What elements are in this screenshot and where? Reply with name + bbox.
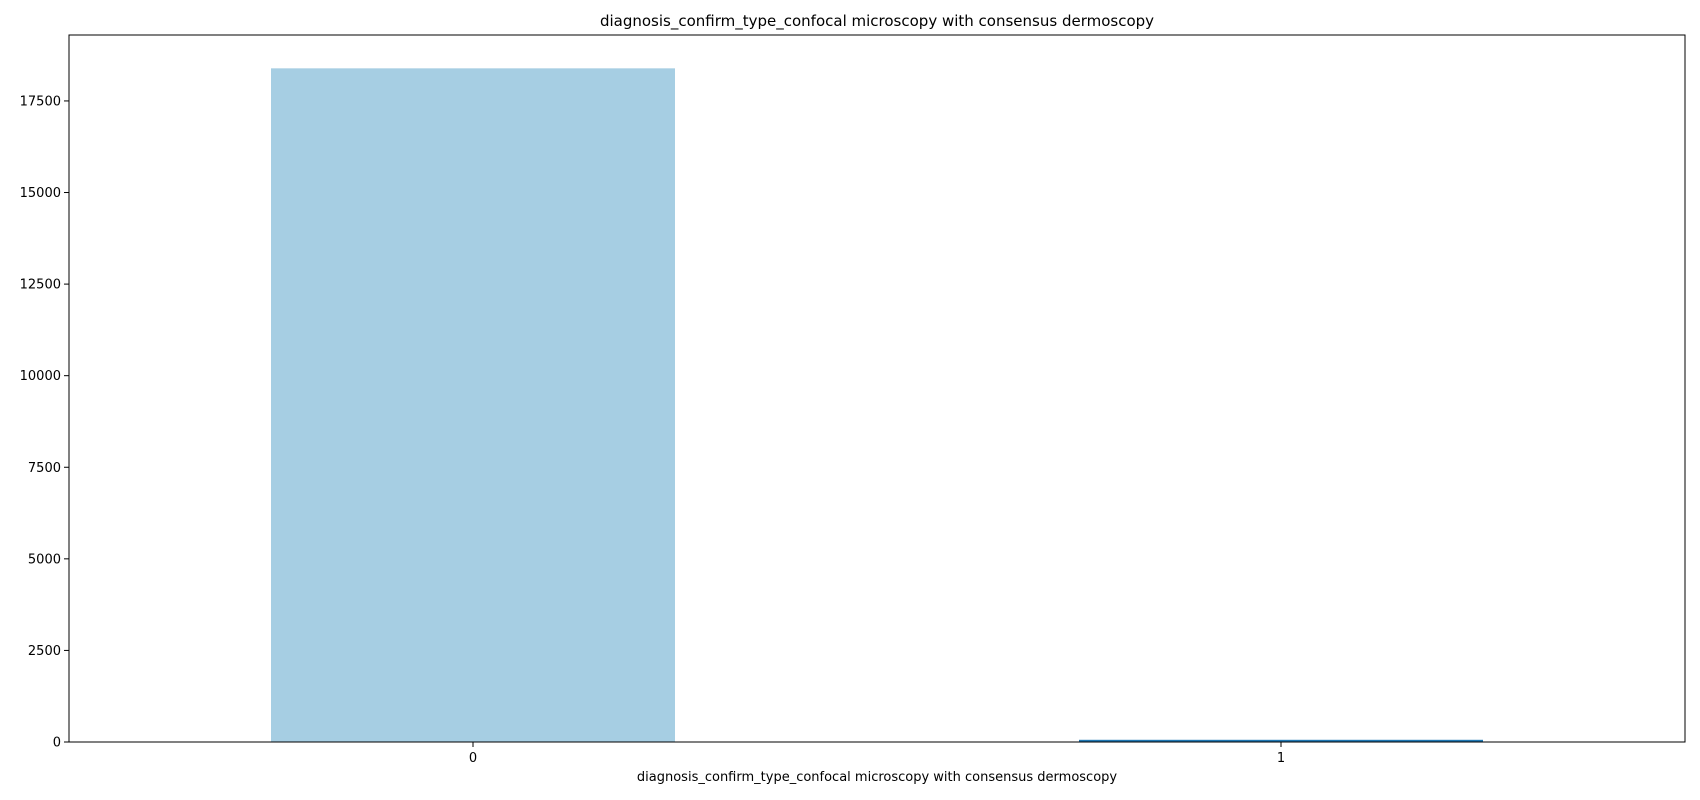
y-tick-label: 17500: [20, 94, 61, 109]
y-tick-label: 7500: [28, 461, 61, 476]
y-axis: 0 2500 5000 7500 10000 12500 15000 17500: [20, 94, 69, 751]
y-tick-label: 15000: [20, 186, 61, 201]
y-tick-label: 2500: [28, 644, 61, 659]
x-tick-label: 0: [469, 751, 477, 766]
plot-frame: [68, 34, 1686, 743]
bar-0: [271, 68, 675, 743]
x-tick-label: 1: [1277, 751, 1285, 766]
y-tick-label: 0: [53, 736, 61, 751]
y-tick-label: 12500: [20, 278, 61, 293]
bars-group: [271, 68, 1483, 743]
bar-1: [1079, 739, 1483, 742]
y-tick-label: 10000: [20, 369, 61, 384]
chart-title: diagnosis_confirm_type_confocal microsco…: [600, 12, 1154, 31]
x-axis-label: diagnosis_confirm_type_confocal microsco…: [637, 770, 1117, 785]
y-tick-label: 5000: [28, 552, 61, 567]
